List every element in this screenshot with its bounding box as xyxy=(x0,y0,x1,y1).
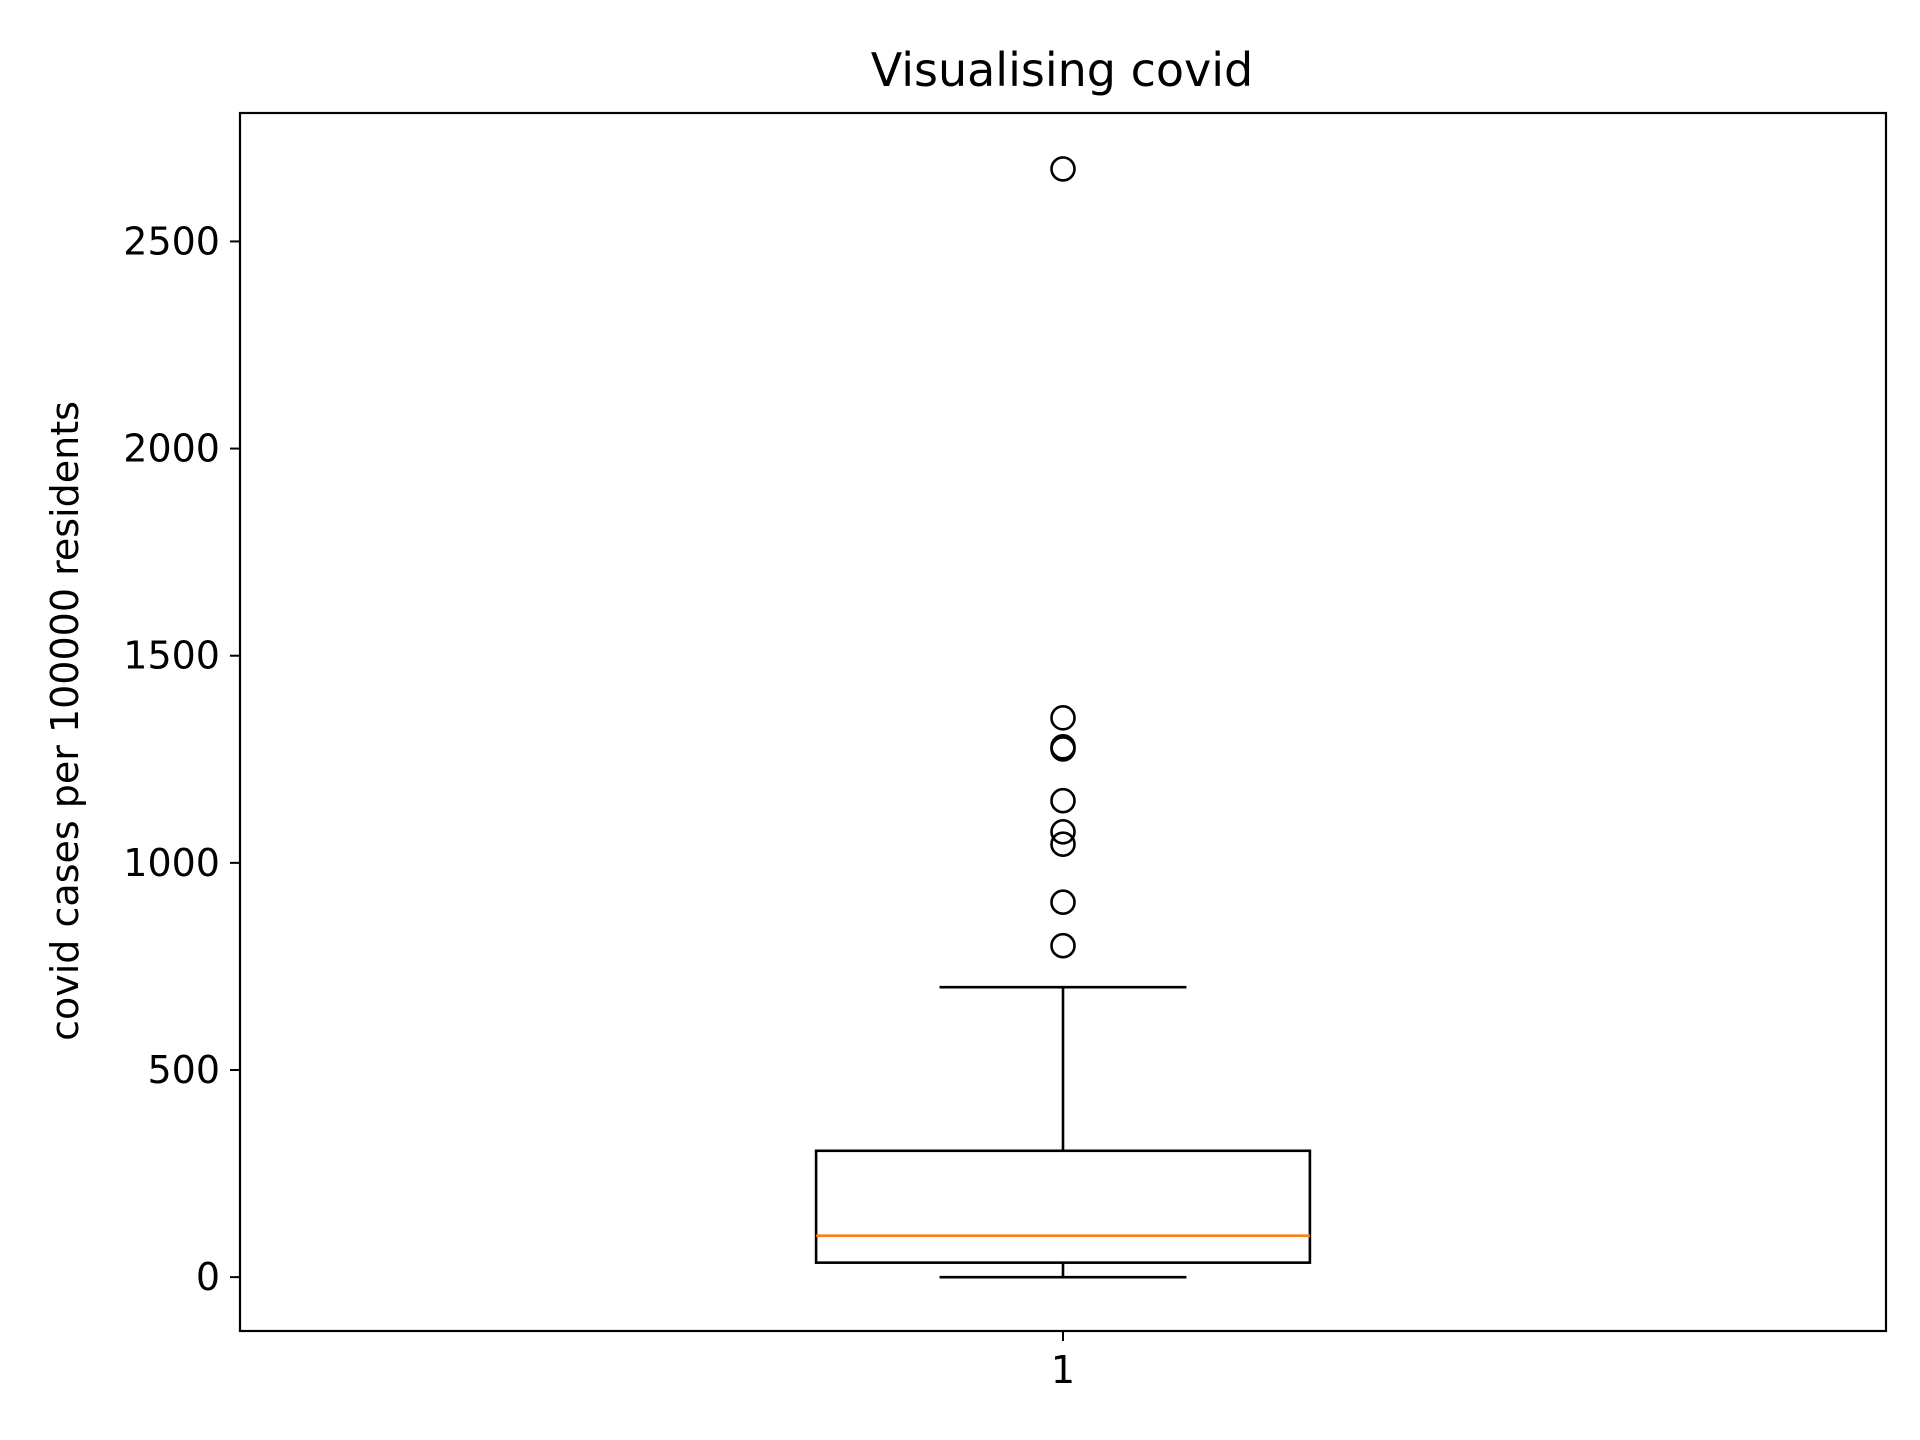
y-tick-label-1500: 1500 xyxy=(123,634,220,678)
y-axis-label: covid cases per 100000 residents xyxy=(43,401,87,1041)
outlier-point-8 xyxy=(1050,156,1076,182)
y-tick-label-2000: 2000 xyxy=(123,427,220,471)
plot-frame xyxy=(238,111,1888,1333)
outlier-point-7 xyxy=(1050,705,1076,731)
chart-title: Visualising covid xyxy=(871,43,1253,97)
x-tick-label-1: 1 xyxy=(1051,1348,1075,1392)
outlier-point-0 xyxy=(1050,932,1076,959)
plot-area: 0 500 1000 1500 2000 2500 1 xyxy=(123,156,1312,1392)
outlier-point-4 xyxy=(1050,787,1076,814)
outlier-point-2 xyxy=(1050,831,1076,858)
y-tick-label-1000: 1000 xyxy=(123,841,220,885)
outlier-point-1 xyxy=(1050,889,1076,916)
outlier-point-3 xyxy=(1050,818,1076,845)
outlier-point-5 xyxy=(1050,736,1076,762)
y-tick-label-2500: 2500 xyxy=(123,219,220,263)
outlier-point-6 xyxy=(1050,734,1076,760)
y-tick-label-500: 500 xyxy=(147,1048,220,1092)
box-iqr xyxy=(814,1149,1312,1264)
y-tick-label-0: 0 xyxy=(196,1255,220,1299)
